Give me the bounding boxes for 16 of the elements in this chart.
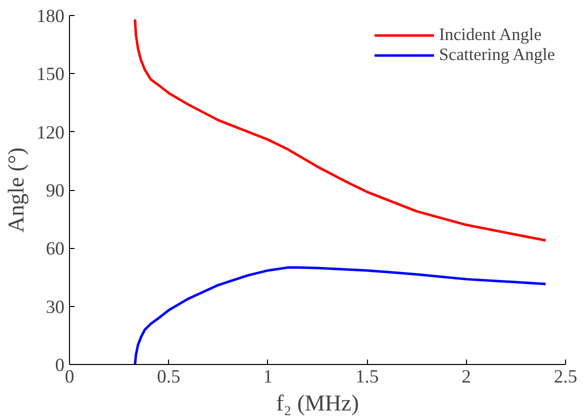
legend-label: Incident Angle bbox=[439, 25, 542, 45]
y-tick-label: 60 bbox=[46, 238, 64, 260]
x-tick-label: 0.5 bbox=[157, 366, 180, 388]
y-tick-label: 90 bbox=[46, 180, 64, 202]
x-tick-label: 2 bbox=[462, 366, 471, 388]
y-axis-title: Angle (°) bbox=[4, 147, 29, 233]
x-tick-label: 1.5 bbox=[355, 366, 379, 388]
x-tick-label: 1 bbox=[263, 366, 273, 388]
y-tick-label: 150 bbox=[36, 64, 64, 86]
y-tick-label: 120 bbox=[36, 122, 64, 144]
x-tick-label: 2.5 bbox=[554, 366, 578, 388]
y-tick-label: 180 bbox=[36, 6, 64, 27]
line-series bbox=[134, 266, 547, 364]
y-tick-label: 30 bbox=[46, 296, 64, 318]
x-axis-title: f₂ (MHz) bbox=[276, 390, 359, 416]
legend-label: Scattering Angle bbox=[439, 45, 555, 65]
